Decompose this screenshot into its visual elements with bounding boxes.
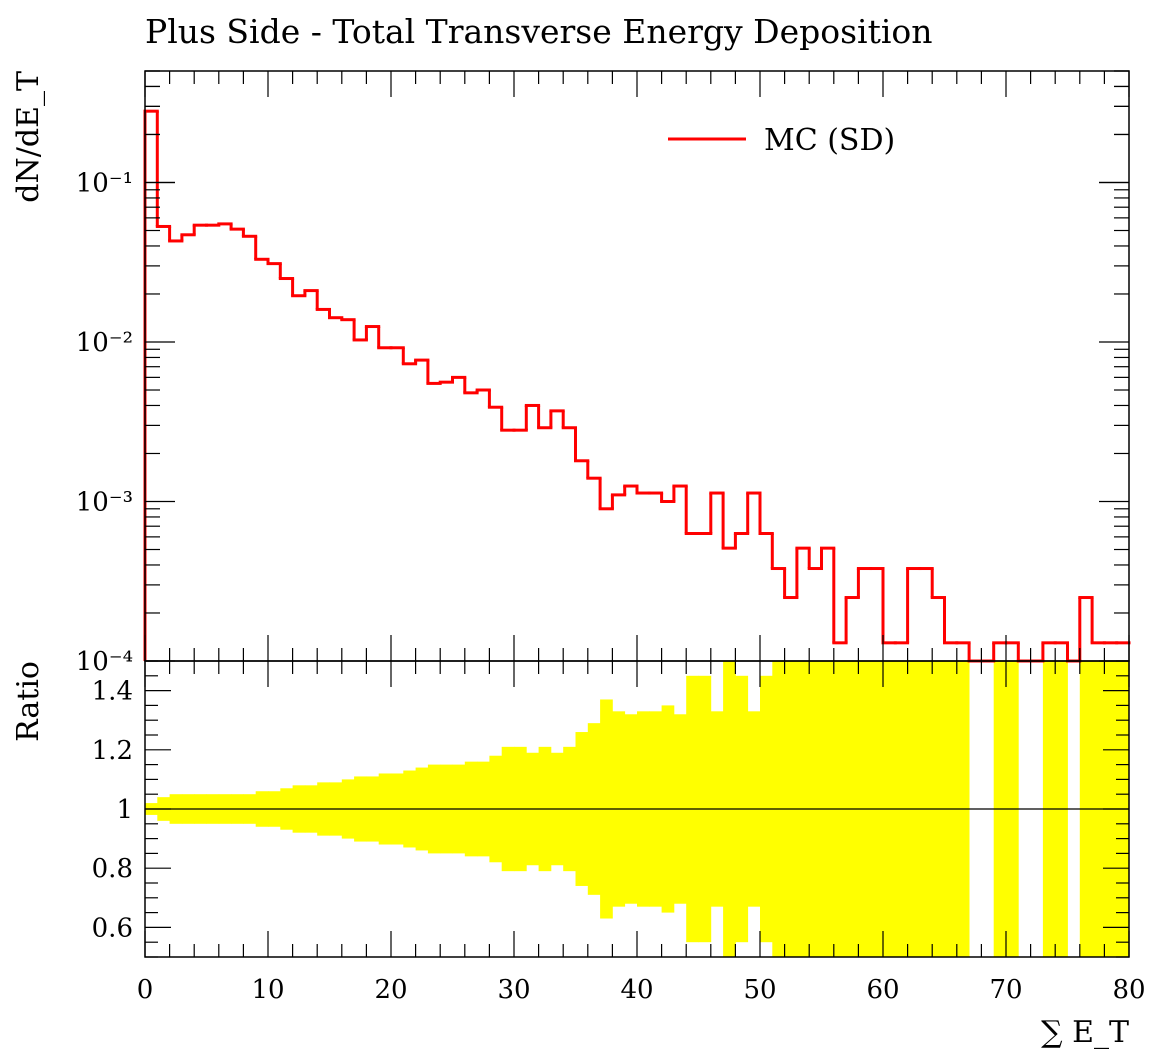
x-tick-label: 60 <box>866 975 899 1005</box>
y-tick-label-main: 10⁻³ <box>76 487 133 517</box>
x-tick-label: 80 <box>1112 975 1145 1005</box>
x-tick-label: 0 <box>137 975 154 1005</box>
y-tick-label-ratio: 0.8 <box>92 854 133 884</box>
x-tick-label: 70 <box>989 975 1022 1005</box>
x-axis-label: ∑ E_T <box>1041 1015 1129 1050</box>
axis-labels-layer: 0 10 20 30 40 50 60 70 80 10⁻¹ 10⁻² 10⁻³ 10⁻⁴ 0.6 0.8 1… <box>11 71 1146 1050</box>
y-tick-label-main: 10⁻² <box>76 328 133 358</box>
x-tick-label: 30 <box>497 975 530 1005</box>
y-tick-label-main: 10⁻¹ <box>76 168 133 198</box>
legend-label-mc-sd: MC (SD) <box>764 123 895 158</box>
y-axis-label-ratio: Ratio <box>11 661 46 742</box>
ratio-plot-frame <box>144 660 1130 958</box>
y-axis-label-main: dN/dE_T <box>11 71 46 203</box>
y-tick-label-ratio: 1 <box>116 795 133 825</box>
y-tick-label-ratio: 1.4 <box>92 677 133 707</box>
x-tick-label: 40 <box>620 975 653 1005</box>
y-tick-label-ratio: 0.6 <box>92 913 133 943</box>
y-tick-label-main: 10⁻⁴ <box>76 647 133 677</box>
chart-title: Plus Side - Total Transverse Energy Depo… <box>145 12 933 51</box>
main-histogram-layer <box>143 109 1131 663</box>
x-tick-label: 10 <box>251 975 284 1005</box>
legend: MC (SD) <box>668 123 895 158</box>
ratio-band-layer <box>145 661 1130 957</box>
axis-ticks-layer <box>144 70 1130 958</box>
x-tick-label: 20 <box>374 975 407 1005</box>
x-tick-label: 50 <box>743 975 776 1005</box>
y-tick-label-ratio: 1.2 <box>92 736 133 766</box>
main-plot-frame <box>144 70 1130 662</box>
